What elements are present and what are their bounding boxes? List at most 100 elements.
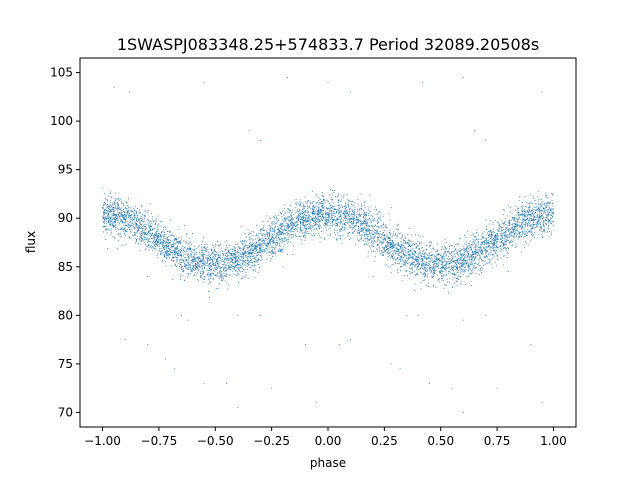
data-point [355, 243, 356, 245]
data-point [215, 268, 216, 270]
data-point [418, 266, 419, 267]
data-point [230, 266, 232, 268]
data-point [282, 233, 284, 235]
data-point [174, 252, 176, 254]
data-point [427, 265, 429, 267]
data-point [328, 212, 330, 214]
data-point [107, 200, 108, 202]
data-point [189, 248, 191, 250]
data-point [504, 231, 506, 233]
data-point [298, 211, 299, 213]
data-point [226, 247, 228, 249]
data-point [157, 238, 159, 240]
data-point [521, 230, 523, 232]
data-point [191, 254, 192, 256]
data-point [154, 239, 156, 241]
data-point [344, 213, 346, 215]
data-point [269, 232, 271, 234]
data-point [136, 230, 138, 232]
data-point [248, 260, 249, 262]
data-point [509, 236, 511, 238]
data-point [251, 249, 253, 251]
data-point [281, 211, 283, 213]
data-point [199, 271, 201, 273]
data-point [421, 262, 423, 264]
data-point [345, 221, 347, 223]
data-point [528, 222, 530, 224]
data-point [457, 253, 459, 255]
data-point [504, 241, 506, 243]
data-point [410, 246, 412, 248]
data-point [112, 224, 114, 226]
data-point [357, 221, 359, 223]
data-point [110, 219, 112, 221]
data-point [302, 222, 304, 224]
data-point [502, 226, 504, 228]
data-point [358, 229, 360, 231]
data-point [121, 221, 123, 222]
data-point [108, 222, 110, 224]
data-point [125, 218, 127, 220]
data-point [490, 250, 492, 252]
data-point [348, 223, 350, 225]
data-point [481, 268, 483, 270]
data-point [433, 275, 435, 277]
data-point [430, 271, 432, 273]
data-point [498, 224, 500, 226]
data-point [415, 234, 416, 236]
data-point [105, 212, 107, 214]
data-point [468, 254, 470, 256]
data-point [287, 217, 289, 219]
data-point [363, 229, 365, 231]
data-point [131, 210, 133, 212]
data-point [183, 240, 185, 242]
data-point [365, 234, 367, 236]
data-point [504, 247, 506, 248]
data-point [352, 232, 354, 234]
data-point [452, 273, 454, 275]
data-point [423, 250, 425, 252]
data-point [104, 219, 106, 221]
data-point [464, 259, 466, 261]
data-point [337, 208, 339, 210]
data-point [486, 242, 488, 244]
data-point [518, 224, 520, 226]
data-point [512, 229, 514, 231]
data-point [204, 276, 206, 278]
data-point [262, 244, 264, 246]
data-point [219, 276, 221, 278]
data-point [252, 256, 254, 258]
data-point [123, 230, 125, 232]
data-point [106, 209, 108, 211]
data-point [436, 274, 438, 276]
data-point [458, 275, 460, 276]
data-point [550, 215, 552, 217]
data-point [295, 233, 297, 235]
data-point [164, 225, 166, 227]
data-point [123, 217, 125, 219]
data-point [148, 223, 150, 225]
data-point [275, 235, 277, 237]
data-point [384, 237, 386, 239]
data-point [532, 227, 534, 229]
data-point [275, 222, 277, 224]
data-point [134, 222, 136, 224]
data-point [372, 246, 374, 248]
data-point [421, 253, 423, 255]
data-point [480, 246, 481, 248]
data-point [322, 230, 324, 232]
data-point [128, 237, 130, 239]
data-point [433, 271, 434, 273]
data-point [410, 240, 412, 242]
data-point [180, 254, 182, 256]
data-point [304, 224, 306, 225]
data-point [552, 193, 554, 195]
data-point [407, 257, 409, 259]
data-point [516, 225, 518, 227]
data-point [460, 249, 462, 251]
data-point [513, 227, 515, 229]
data-point [173, 260, 174, 261]
data-point [201, 262, 203, 264]
data-point [494, 243, 495, 245]
data-point [143, 241, 145, 243]
